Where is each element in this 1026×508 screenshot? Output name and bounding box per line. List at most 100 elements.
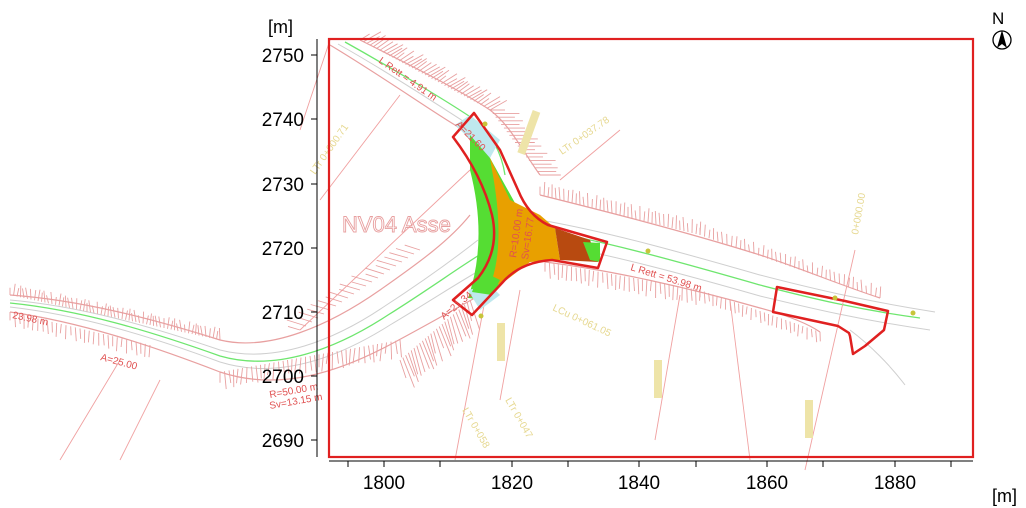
hatch-stroke bbox=[59, 324, 62, 334]
hatch-stroke bbox=[715, 295, 718, 306]
hatch-stroke bbox=[753, 241, 755, 254]
x-tick-label: 1880 bbox=[874, 473, 916, 494]
hatch-stroke bbox=[224, 371, 227, 390]
hatch-stroke bbox=[245, 367, 248, 384]
hatch-stroke bbox=[450, 80, 465, 90]
hatch-stroke bbox=[716, 231, 719, 242]
hatch-stroke bbox=[860, 279, 863, 292]
hatch-stroke bbox=[399, 359, 407, 379]
hatch-stroke bbox=[667, 213, 670, 228]
hatch-stroke bbox=[294, 358, 297, 374]
hatch-stroke bbox=[240, 367, 243, 385]
hatch-stroke bbox=[779, 252, 782, 264]
construction-line bbox=[804, 249, 856, 471]
hatch-stroke bbox=[785, 319, 788, 330]
surface-cyan-top bbox=[455, 115, 500, 158]
hatch-stroke bbox=[109, 305, 112, 317]
hatch-stroke bbox=[188, 321, 191, 334]
hatch-stroke bbox=[645, 280, 648, 297]
hatch-stroke bbox=[379, 343, 383, 362]
hatch-stroke bbox=[64, 295, 67, 308]
hatch-stroke bbox=[46, 295, 49, 304]
hatch-stroke bbox=[31, 317, 34, 331]
hatch-stroke bbox=[42, 319, 44, 332]
hatch-stroke bbox=[365, 273, 379, 279]
hatch-stroke bbox=[121, 307, 124, 320]
hatch-stroke bbox=[197, 325, 200, 336]
hatch-stroke bbox=[444, 78, 458, 86]
hatch-stroke bbox=[369, 35, 386, 46]
hatch-stroke bbox=[619, 203, 622, 216]
hatch-stroke bbox=[762, 245, 765, 258]
yellow-label: LCu 0+061.05 bbox=[551, 303, 613, 340]
hatch-stroke bbox=[310, 304, 331, 311]
hatch-stroke bbox=[191, 324, 195, 335]
hatch-stroke bbox=[58, 293, 62, 306]
hatch-stroke bbox=[102, 333, 105, 346]
hatch-stroke bbox=[184, 324, 186, 333]
hatch-stroke bbox=[637, 278, 640, 295]
construction-line bbox=[654, 294, 681, 441]
hatch-stroke bbox=[454, 81, 469, 92]
hatch-stroke bbox=[116, 337, 118, 352]
hatch-stroke bbox=[130, 340, 133, 351]
hatch-stroke bbox=[461, 307, 470, 329]
hatch-stroke bbox=[263, 363, 266, 382]
hatch-stroke bbox=[79, 328, 82, 339]
left-centerline bbox=[9, 253, 482, 362]
plot-frame bbox=[327, 37, 975, 459]
hatch-stroke bbox=[745, 306, 748, 315]
hatch-stroke bbox=[447, 77, 466, 88]
hatch-stroke bbox=[643, 211, 646, 222]
hatch-stroke bbox=[402, 55, 414, 64]
hatch-stroke bbox=[392, 47, 408, 58]
hatch-stroke bbox=[833, 271, 836, 283]
hatch-stroke bbox=[55, 296, 57, 305]
hatch-stroke bbox=[483, 96, 501, 107]
hatch-stroke bbox=[363, 346, 366, 364]
x-unit-label: [m] bbox=[992, 486, 1017, 506]
hatch-stroke bbox=[676, 285, 679, 300]
construction-lines bbox=[59, 39, 856, 471]
hatch-stroke bbox=[748, 244, 750, 253]
right-road-edge-bottom bbox=[544, 261, 821, 333]
hatch-stroke bbox=[309, 355, 313, 371]
hatch-stroke bbox=[421, 340, 435, 370]
hatch-stroke bbox=[759, 310, 762, 323]
left-road-edge-outer bbox=[9, 214, 471, 344]
hatch-stroke bbox=[447, 319, 455, 345]
hatch-stroke bbox=[167, 317, 170, 329]
label-bar bbox=[805, 400, 813, 438]
construction-line bbox=[319, 94, 401, 201]
hatch-stroke bbox=[610, 273, 613, 286]
hatch-stroke bbox=[441, 323, 452, 347]
hatch-stroke bbox=[368, 345, 371, 360]
hatch-stroke bbox=[179, 319, 182, 332]
upper-road-edge-left bbox=[329, 44, 479, 176]
hatch-stroke bbox=[278, 361, 280, 374]
hatch-stroke bbox=[623, 202, 626, 217]
hatch-stroke bbox=[658, 212, 661, 226]
survey-marker bbox=[645, 248, 651, 254]
hatch-stroke bbox=[144, 343, 146, 357]
hatch-stroke bbox=[329, 291, 349, 299]
hatch-stroke bbox=[801, 325, 804, 334]
hatch-stroke bbox=[135, 341, 138, 356]
hatch-stroke bbox=[431, 70, 444, 79]
hatch-stroke bbox=[455, 311, 467, 337]
hatch-stroke bbox=[708, 229, 711, 239]
survey-marker bbox=[832, 295, 838, 301]
hatch-stroke bbox=[13, 283, 16, 296]
hatch-stroke bbox=[384, 342, 387, 354]
hatch-stroke bbox=[686, 287, 688, 303]
hatch-stroke bbox=[376, 259, 397, 267]
hatch-stroke bbox=[395, 248, 415, 255]
hatch-stroke bbox=[708, 292, 710, 302]
hatch-stroke bbox=[630, 204, 633, 219]
hatch-stroke bbox=[721, 231, 723, 243]
surface-brown bbox=[555, 228, 598, 262]
hatch-stroke bbox=[473, 94, 484, 102]
hatch-stroke bbox=[55, 322, 58, 337]
hatch-stroke bbox=[686, 223, 689, 233]
hatch-stroke bbox=[789, 256, 792, 267]
